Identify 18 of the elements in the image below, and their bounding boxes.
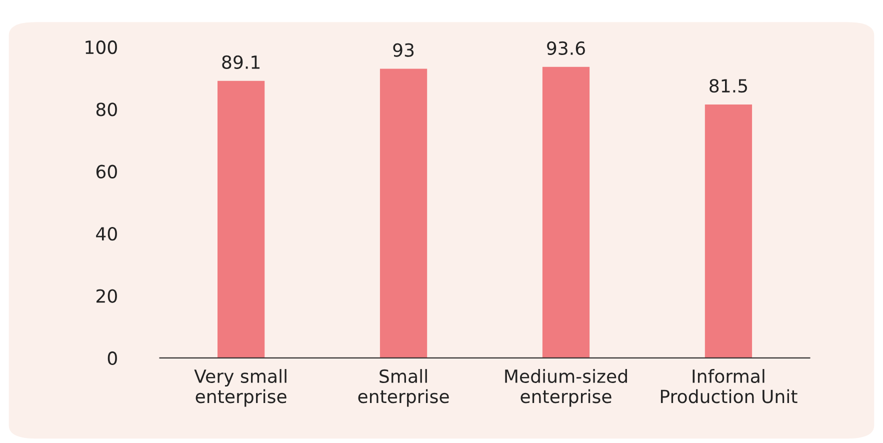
y-tick-label: 80 xyxy=(96,102,117,116)
bar xyxy=(542,66,590,358)
y-tick-label: 100 xyxy=(86,40,117,54)
bar xyxy=(218,80,265,358)
bar xyxy=(380,68,428,358)
x-tick-label: Small enterprise xyxy=(358,369,449,407)
y-tick-label: 40 xyxy=(96,227,117,241)
bar xyxy=(704,104,752,358)
y-tick-label: 60 xyxy=(96,164,117,178)
y-tick-label: 20 xyxy=(96,289,117,303)
x-tick-label: Informal Production Unit xyxy=(660,369,798,404)
x-tick-label: Very small enterprise xyxy=(194,369,286,407)
x-tick-label: Medium-sized enterprise xyxy=(505,369,627,407)
y-tick-label: 0 xyxy=(108,351,117,366)
data-label: 93 xyxy=(393,43,414,57)
data-label: 81.5 xyxy=(710,79,747,93)
data-label: 89.1 xyxy=(222,55,260,70)
data-label: 93.6 xyxy=(547,41,585,56)
